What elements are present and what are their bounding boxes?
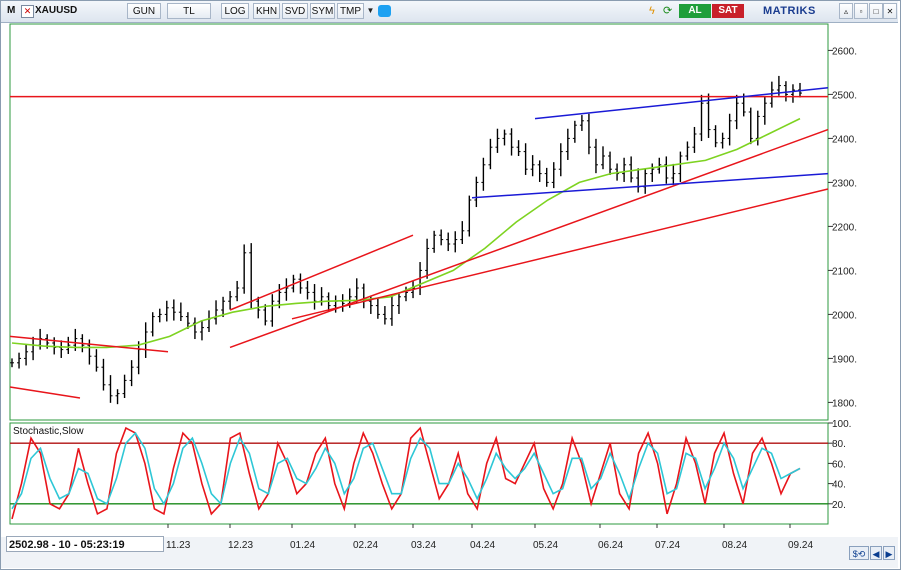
svd-button[interactable]: SVD bbox=[282, 3, 308, 19]
y-tick-label: 2100. bbox=[832, 266, 857, 277]
x-tick-label: 09.24 bbox=[788, 540, 814, 551]
x-tick-label: 05.24 bbox=[533, 540, 559, 551]
x-tick-label: 01.24 bbox=[290, 540, 316, 551]
y-tick-label: 2000. bbox=[832, 310, 857, 321]
close-window-icon[interactable]: ✕ bbox=[883, 3, 897, 19]
x-tick-label: 03.24 bbox=[411, 540, 437, 551]
y-tick-label: 1800. bbox=[832, 398, 857, 409]
y-tick-label: 2500. bbox=[832, 90, 857, 101]
stoch-k-line bbox=[11, 426, 801, 520]
trend-line-red bbox=[229, 234, 414, 311]
stoch-y-tick-label: 60. bbox=[832, 459, 846, 470]
y-tick-label: 2400. bbox=[832, 134, 857, 145]
y-tick-label: 1900. bbox=[832, 354, 857, 365]
stochastic-title: Stochastic,Slow bbox=[13, 426, 84, 437]
y-tick-label: 2600. bbox=[832, 46, 857, 57]
x-tick-label: 07.24 bbox=[655, 540, 681, 551]
khn-button[interactable]: KHN bbox=[253, 3, 280, 19]
trend-line-red bbox=[229, 128, 829, 349]
restore-icon[interactable]: ▫ bbox=[854, 3, 868, 19]
x-tick-label: 02.24 bbox=[353, 540, 379, 551]
trend-line-blue bbox=[471, 172, 829, 199]
log-button[interactable]: LOG bbox=[221, 3, 249, 19]
x-tick-label: 12.23 bbox=[228, 540, 254, 551]
lightning-icon[interactable]: ϟ bbox=[649, 5, 655, 17]
trend-line-red bbox=[291, 188, 829, 320]
minimize-icon[interactable]: ▵ bbox=[839, 3, 853, 19]
sym-button[interactable]: SYM bbox=[310, 3, 335, 19]
y-tick-label: 2200. bbox=[832, 222, 857, 233]
close-x-icon[interactable]: ✕ bbox=[21, 5, 34, 18]
menu-button[interactable]: M bbox=[7, 5, 16, 16]
x-tick-label: 04.24 bbox=[470, 540, 496, 551]
symbol-label[interactable]: XAUUSD bbox=[35, 5, 78, 16]
arrow-right-icon[interactable]: ▶ bbox=[883, 546, 895, 560]
trend-line-blue bbox=[534, 87, 829, 120]
price-panel bbox=[9, 23, 829, 421]
twitter-bird-icon[interactable] bbox=[378, 5, 391, 17]
x-tick-label: 06.24 bbox=[598, 540, 624, 551]
buy-button[interactable]: AL bbox=[679, 4, 711, 18]
x-tick-label: 08.24 bbox=[722, 540, 748, 551]
stochastic-panel bbox=[9, 422, 829, 525]
arrow-left-icon[interactable]: ◀ bbox=[870, 546, 882, 560]
sell-button[interactable]: SAT bbox=[712, 4, 744, 18]
stoch-y-tick-label: 100. bbox=[832, 419, 851, 430]
maximize-icon[interactable]: □ bbox=[869, 3, 883, 19]
y-tick-label: 2300. bbox=[832, 178, 857, 189]
ma-line bbox=[11, 117, 801, 349]
stoch-d-line bbox=[11, 431, 801, 510]
brand-logo: MATRIKS bbox=[763, 5, 816, 17]
tmp-button[interactable]: TMP bbox=[337, 3, 364, 19]
stoch-y-tick-label: 20. bbox=[832, 500, 846, 511]
dropdown-arrow-icon[interactable]: ▼ bbox=[366, 6, 375, 15]
dollar-cycle-icon[interactable]: $⟲ bbox=[849, 546, 869, 560]
stoch-y-tick-label: 40. bbox=[832, 480, 846, 491]
toolbar: M ✕ XAUUSD GUN TL LOG KHN SVD SYM TMP ▼ … bbox=[1, 1, 898, 23]
currency-button[interactable]: TL bbox=[167, 3, 211, 19]
trend-line-red bbox=[9, 386, 81, 399]
trend-line-red bbox=[9, 335, 169, 353]
x-tick-label: 11.23 bbox=[166, 540, 191, 551]
period-button[interactable]: GUN bbox=[127, 3, 161, 19]
stoch-y-tick-label: 80. bbox=[832, 439, 846, 450]
price-time-readout: 2502.98 - 10 - 05:23:19 bbox=[6, 536, 164, 552]
refresh-icon[interactable]: ⟳ bbox=[663, 5, 673, 17]
